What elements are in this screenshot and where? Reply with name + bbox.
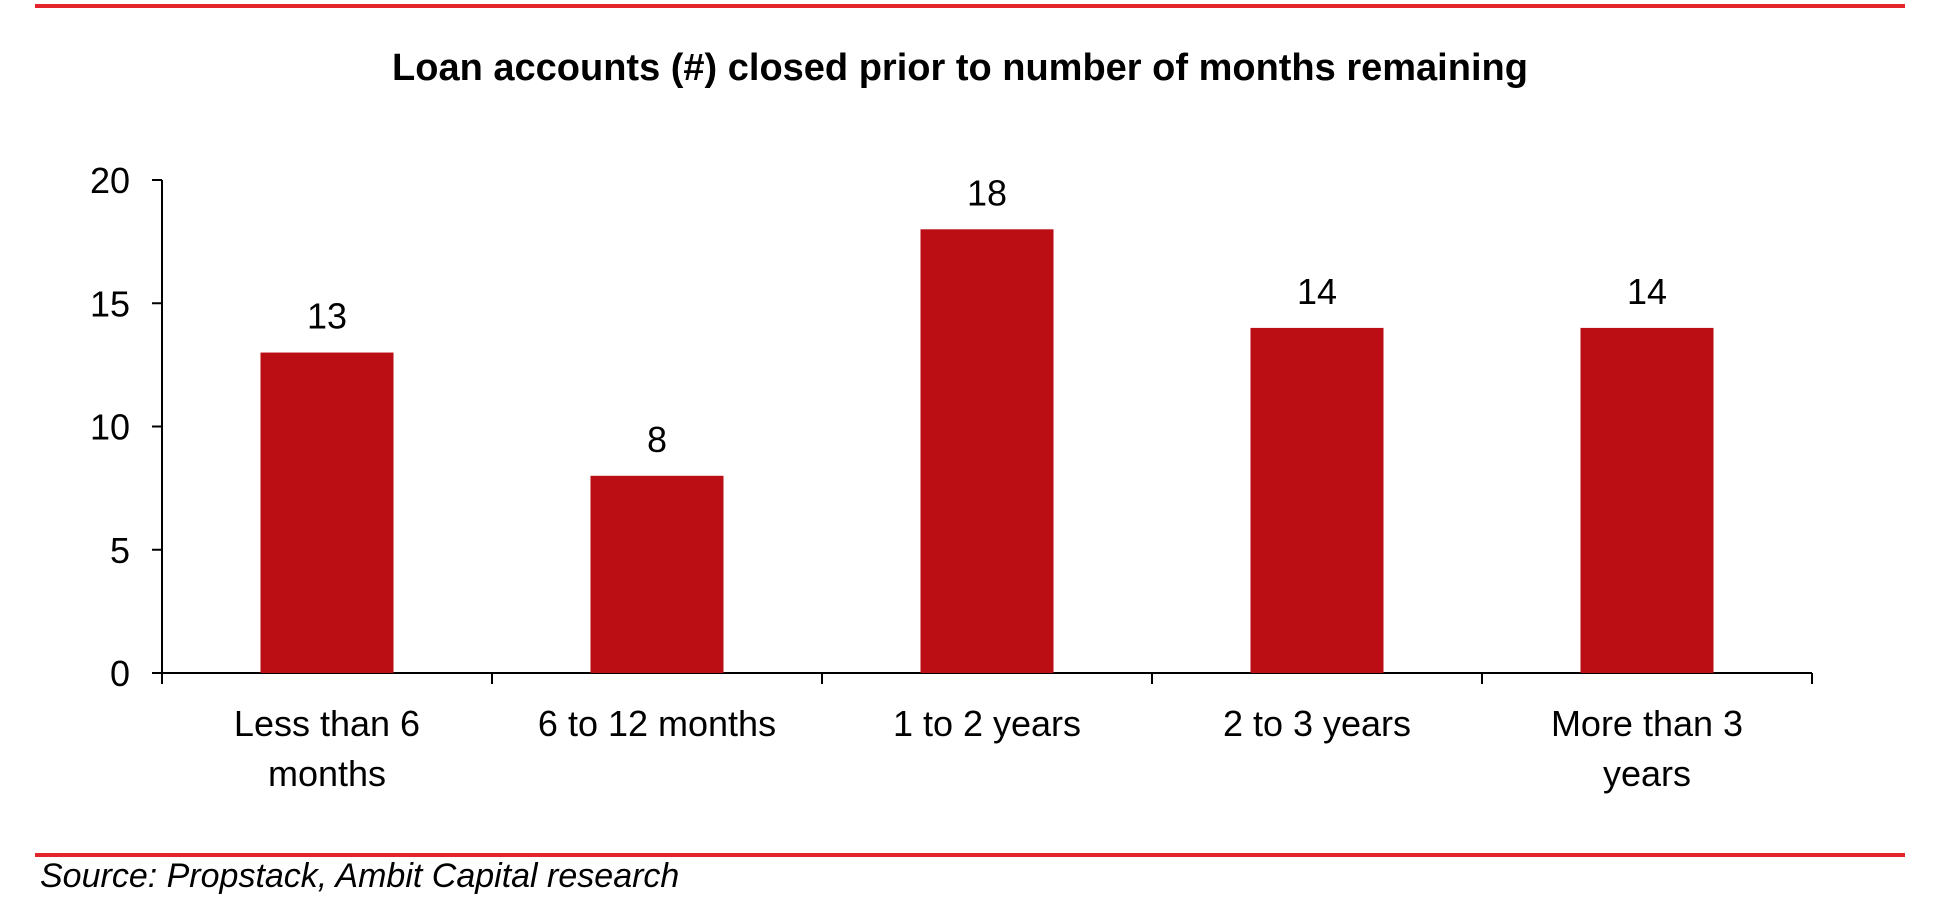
category-label: Less than 6 months [234, 703, 420, 794]
source-note: Source: Propstack, Ambit Capital researc… [40, 857, 679, 895]
category-label: 1 to 2 years [893, 703, 1081, 744]
category-label: 2 to 3 years [1223, 703, 1411, 744]
category-label: 6 to 12 months [538, 703, 776, 744]
bars [260, 229, 1714, 674]
x-axis [161, 672, 1813, 684]
y-tick-label: 15 [90, 283, 130, 324]
y-tick-label: 0 [110, 653, 130, 694]
data-label: 8 [647, 419, 667, 460]
y-axis: 0 5 10 15 20 [90, 160, 163, 694]
data-label: 18 [967, 172, 1007, 213]
data-labels: 13 8 18 14 14 [307, 172, 1667, 460]
bar [590, 475, 724, 673]
y-tick-label: 20 [90, 160, 130, 201]
bar [260, 352, 394, 673]
category-labels: Less than 6 months 6 to 12 months 1 to 2 ye… [234, 703, 1743, 794]
bar [1250, 327, 1384, 673]
bar [1580, 327, 1714, 673]
bar [920, 229, 1054, 674]
category-label: More than 3 years [1551, 703, 1743, 794]
data-label: 13 [307, 296, 347, 337]
y-tick-label: 5 [110, 530, 130, 571]
y-tick-label: 10 [90, 407, 130, 448]
data-label: 14 [1297, 271, 1337, 312]
data-label: 14 [1627, 271, 1667, 312]
chart-title: Loan accounts (#) closed prior to number… [392, 47, 1528, 89]
